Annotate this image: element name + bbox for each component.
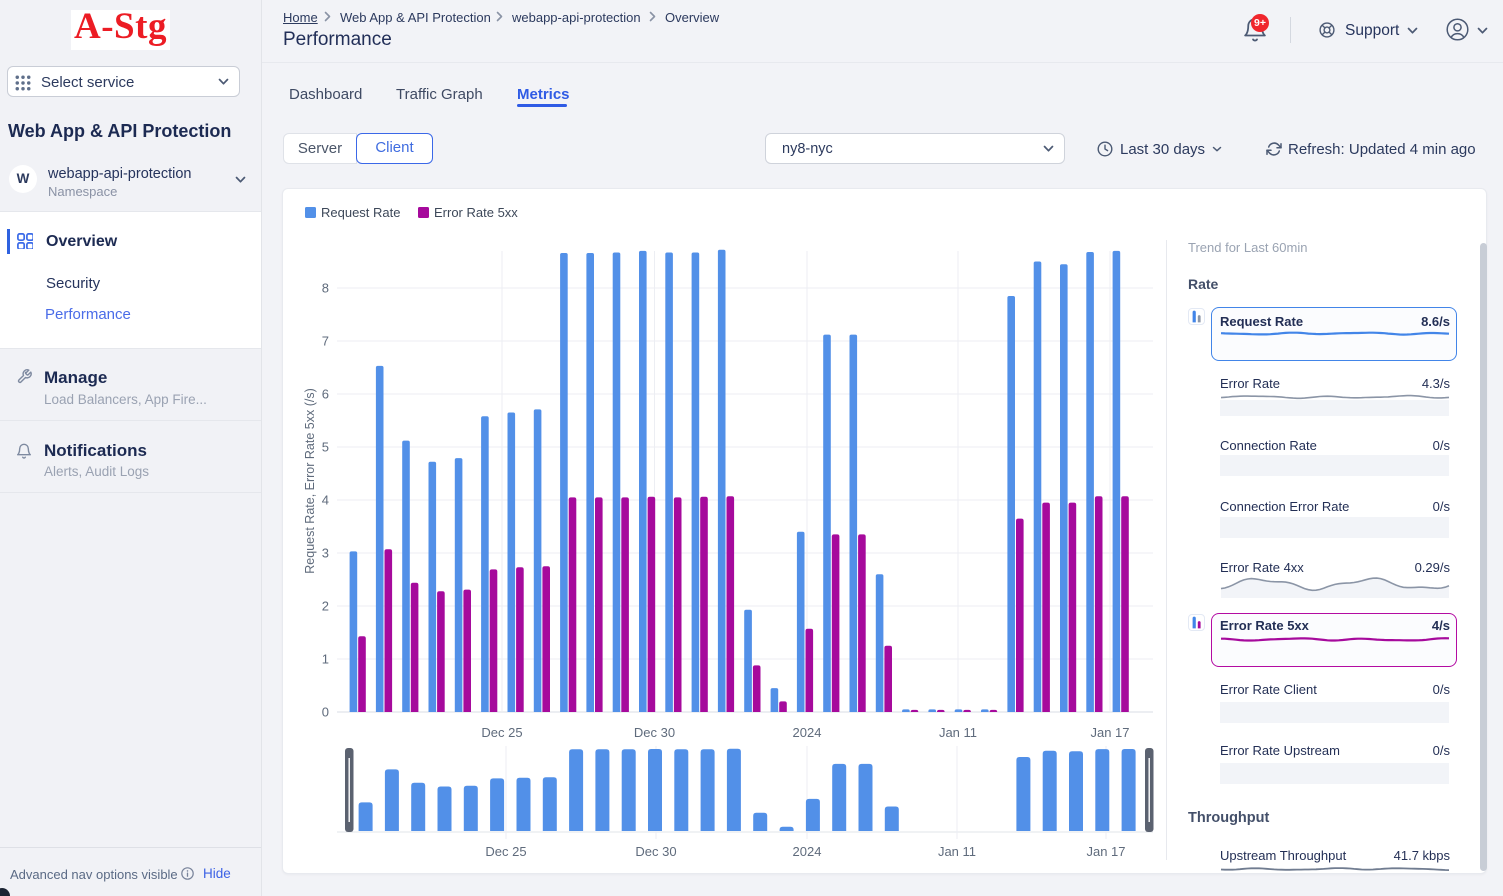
- svg-text:Request Rate, Error Rate 5xx (: Request Rate, Error Rate 5xx (/s): [303, 388, 317, 573]
- svg-text:2024: 2024: [793, 725, 822, 740]
- svg-text:5: 5: [322, 440, 329, 455]
- svg-text:Jan 11: Jan 11: [939, 725, 977, 740]
- svg-text:1: 1: [322, 652, 329, 667]
- svg-text:Jan 11: Jan 11: [938, 844, 976, 859]
- svg-text:6: 6: [322, 387, 329, 402]
- svg-text:4: 4: [322, 493, 329, 508]
- svg-text:Request Rate: Request Rate: [321, 205, 401, 220]
- svg-text:Jan 17: Jan 17: [1086, 844, 1125, 859]
- svg-text:Dec 25: Dec 25: [481, 725, 522, 740]
- svg-text:Jan 17: Jan 17: [1090, 725, 1129, 740]
- svg-text:Dec 25: Dec 25: [485, 844, 526, 859]
- svg-text:2: 2: [322, 599, 329, 614]
- svg-text:2024: 2024: [793, 844, 822, 859]
- svg-text:Dec 30: Dec 30: [635, 844, 676, 859]
- svg-text:Dec 30: Dec 30: [634, 725, 675, 740]
- svg-text:Error Rate 5xx: Error Rate 5xx: [434, 205, 518, 220]
- svg-text:0: 0: [322, 705, 329, 720]
- svg-text:3: 3: [322, 546, 329, 561]
- svg-text:8: 8: [322, 281, 329, 296]
- svg-text:7: 7: [322, 334, 329, 349]
